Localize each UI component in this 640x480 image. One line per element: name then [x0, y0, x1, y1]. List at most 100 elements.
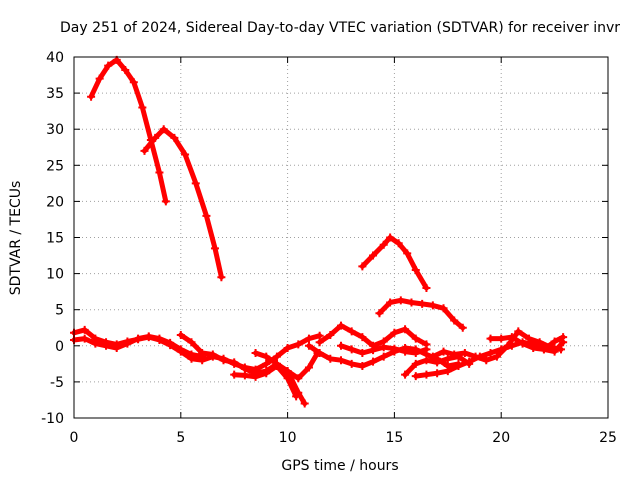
- data-point: [262, 369, 271, 378]
- data-point: [535, 338, 544, 347]
- data-point: [104, 61, 113, 70]
- data-point: [411, 265, 420, 274]
- data-point: [411, 334, 420, 343]
- data-point: [210, 244, 219, 253]
- y-axis-ticks: -10 -5 0 5 10 15 20 25 30 35 40: [41, 50, 608, 427]
- chart-title: Day 251 of 2024, Sidereal Day-to-day VTE…: [60, 20, 620, 36]
- y-tick-label: -10: [41, 411, 64, 427]
- data-point: [134, 334, 143, 343]
- data-point: [337, 356, 345, 365]
- data-point: [347, 327, 356, 336]
- data-point: [217, 273, 226, 282]
- data-point: [460, 349, 469, 358]
- data-point: [251, 349, 260, 358]
- data-point: [208, 350, 217, 359]
- data-point: [492, 352, 501, 361]
- data-point: [497, 334, 506, 343]
- data-point: [176, 330, 185, 339]
- data-point: [95, 74, 104, 83]
- data-point: [401, 325, 410, 334]
- data-point: [337, 321, 345, 330]
- data-point: [358, 349, 367, 358]
- data-point: [422, 345, 431, 354]
- data-point: [482, 356, 491, 365]
- data-point: [155, 168, 164, 177]
- y-tick-label: -5: [50, 375, 64, 391]
- x-tick-label: 25: [599, 430, 617, 446]
- data-point: [411, 372, 420, 381]
- data-point: [369, 346, 378, 355]
- data-point: [283, 343, 292, 352]
- data-point: [240, 371, 249, 380]
- data-point: [198, 349, 207, 358]
- data-point: [386, 233, 395, 242]
- data-point: [518, 339, 527, 348]
- data-point: [465, 357, 474, 366]
- x-axis-ticks: 0 5 10 15 20 25: [70, 57, 617, 446]
- data-point: [390, 328, 399, 337]
- x-tick-label: 10: [279, 430, 297, 446]
- y-tick-label: 35: [46, 86, 64, 102]
- data-point: [507, 333, 516, 342]
- data-point: [471, 352, 480, 361]
- data-point: [418, 299, 427, 308]
- x-tick-label: 20: [492, 430, 510, 446]
- data-point: [443, 367, 452, 376]
- data-point: [315, 338, 324, 347]
- data-point: [91, 339, 100, 348]
- data-point: [202, 211, 211, 220]
- data-point: [401, 370, 410, 379]
- data-point: [358, 333, 367, 342]
- data-point: [394, 239, 403, 248]
- data-point: [304, 334, 313, 343]
- data-point: [514, 327, 523, 336]
- data-point: [557, 345, 566, 354]
- data-point: [390, 344, 399, 353]
- data-point: [326, 330, 335, 339]
- data-point: [369, 251, 378, 260]
- data-point: [433, 369, 442, 378]
- data-point: [151, 133, 160, 142]
- data-point: [294, 340, 303, 349]
- y-tick-label: 40: [46, 50, 64, 66]
- data-point: [539, 345, 548, 354]
- data-point: [304, 363, 313, 372]
- data-point: [375, 309, 384, 318]
- y-tick-label: 10: [46, 267, 64, 283]
- x-tick-label: 15: [385, 430, 403, 446]
- data-point: [347, 345, 356, 354]
- data-point: [407, 298, 416, 307]
- data-point: [450, 316, 459, 325]
- data-point: [422, 356, 431, 365]
- data-point: [262, 359, 271, 368]
- data-point: [347, 359, 356, 368]
- data-point: [422, 370, 431, 379]
- data-point: [315, 349, 324, 358]
- data-point: [129, 78, 138, 87]
- data-point: [304, 341, 313, 350]
- data-point: [80, 334, 89, 343]
- data-point: [170, 133, 179, 142]
- data-point: [262, 352, 271, 361]
- data-point: [411, 349, 420, 358]
- data-point: [283, 374, 292, 383]
- data-point: [272, 359, 281, 368]
- x-axis-label: GPS time / hours: [281, 458, 398, 474]
- data-point: [138, 103, 147, 112]
- y-tick-label: 5: [55, 303, 64, 319]
- data-point: [486, 334, 495, 343]
- data-point: [187, 350, 196, 359]
- data-point: [102, 341, 111, 350]
- y-tick-label: 15: [46, 231, 64, 247]
- data-point: [294, 374, 303, 383]
- data-point: [121, 65, 130, 74]
- data-point: [503, 341, 512, 350]
- x-tick-label: 5: [176, 430, 185, 446]
- data-point: [443, 354, 452, 363]
- data-point: [433, 358, 442, 367]
- data-point: [161, 197, 170, 206]
- y-axis-label: SDTVAR / TECUs: [8, 181, 24, 296]
- data-series: [70, 55, 568, 408]
- data-point: [428, 301, 437, 310]
